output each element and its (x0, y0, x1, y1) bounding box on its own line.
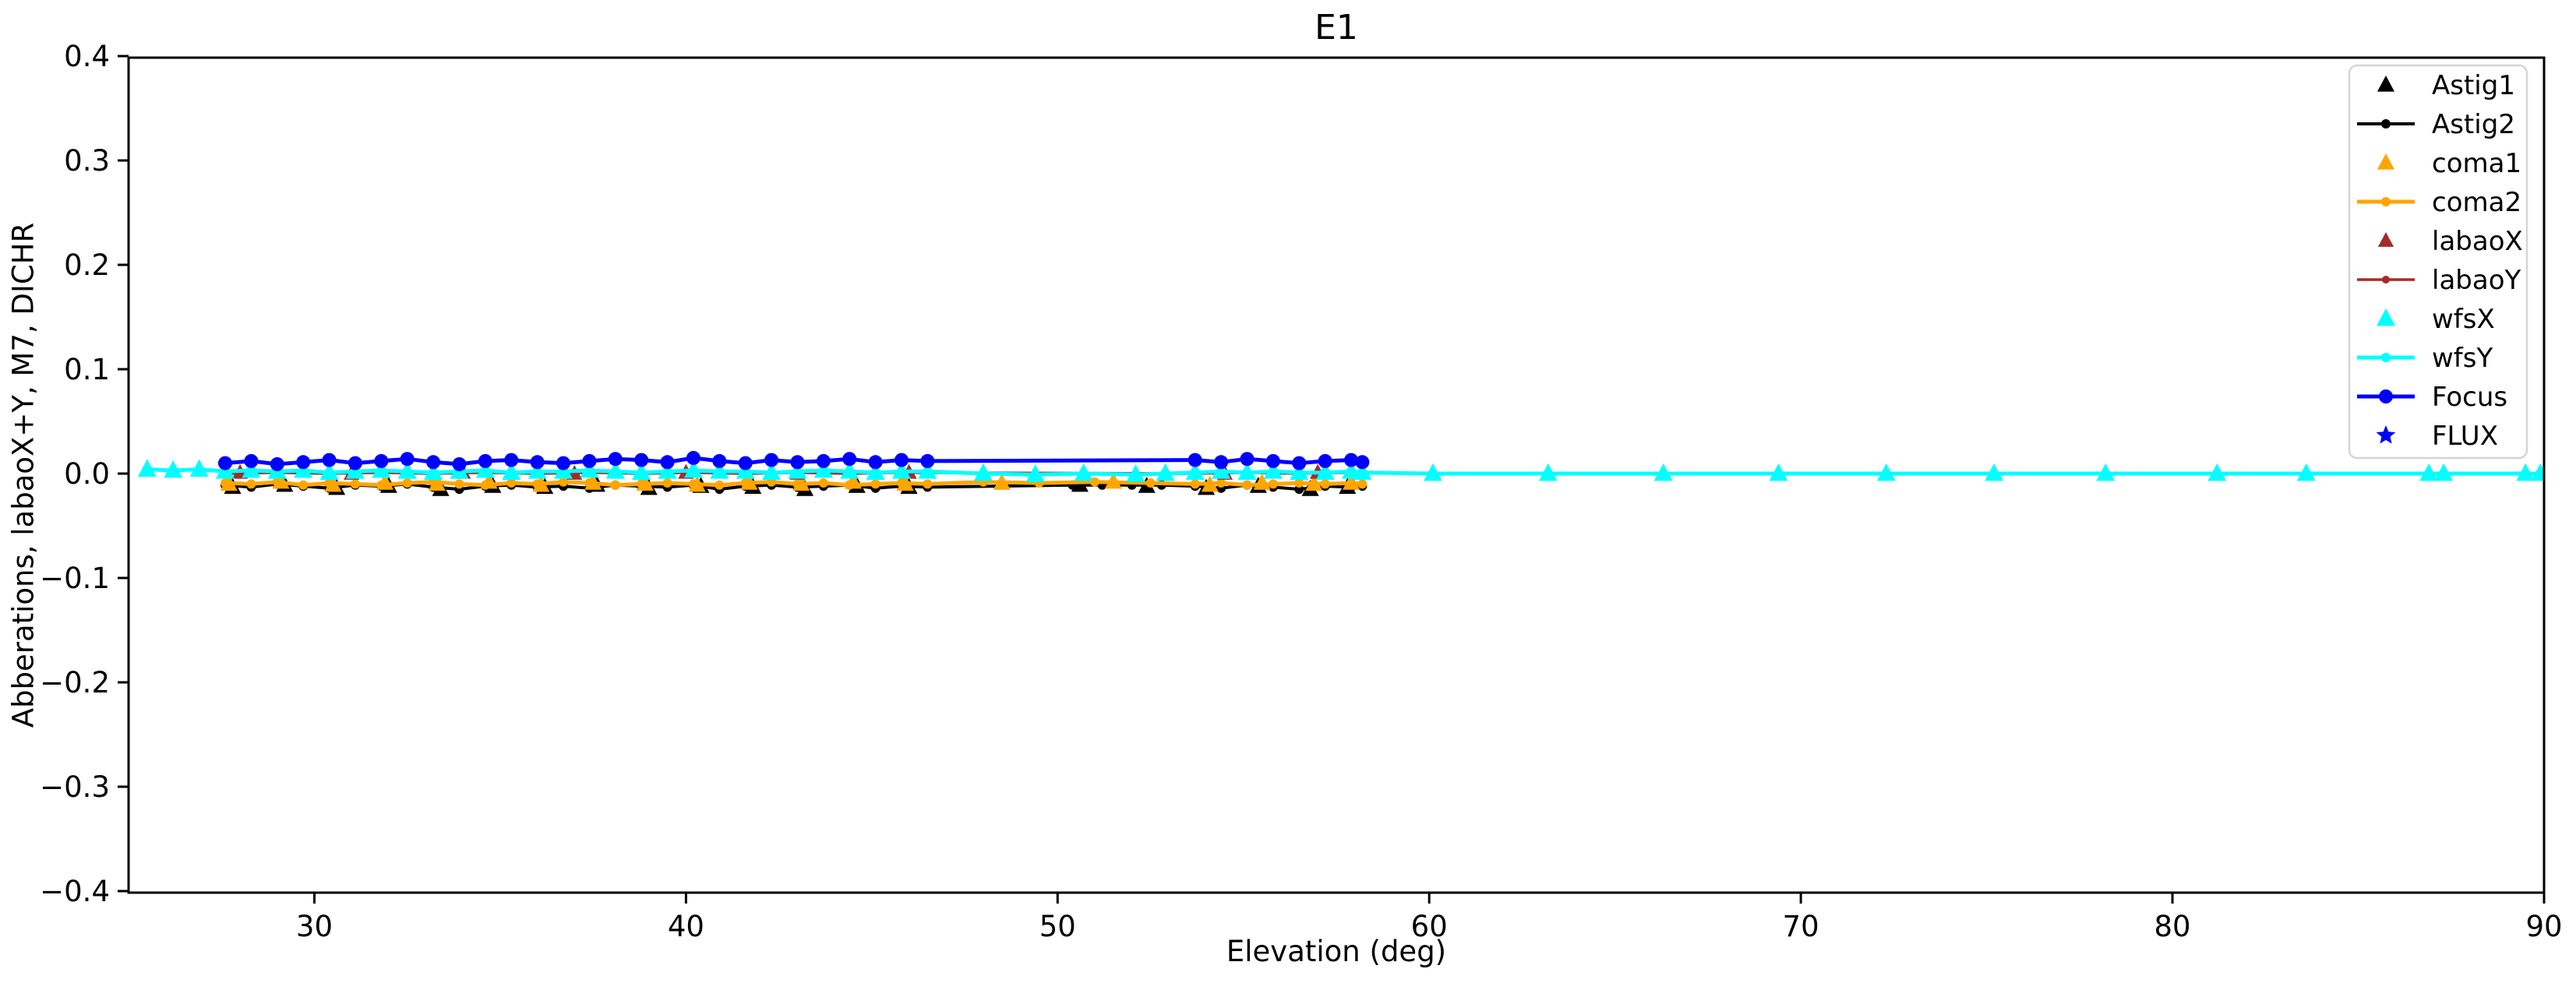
legend-box (2348, 64, 2528, 460)
legend-label: Astig1 (2432, 70, 2515, 101)
legend-label: coma2 (2432, 187, 2521, 218)
legend-item-Astig2: Astig2 (2357, 109, 2515, 140)
legend: Astig1 Astig2 coma1 coma2 labaoX labaoY wfsX wf… (2357, 70, 2523, 452)
x-tick-label: 40 (668, 910, 704, 943)
legend-item-coma2: coma2 (2357, 187, 2521, 218)
legend-item-labaoY: labaoY (2357, 265, 2521, 296)
axes-spines (127, 56, 2546, 894)
legend-item-Focus: Focus (2357, 382, 2507, 413)
x-tick-label: 30 (296, 910, 333, 943)
y-tick-label: 0.4 (64, 40, 110, 73)
y-tick-label: −0.4 (40, 875, 110, 908)
y-tick-label: 0.0 (64, 457, 110, 491)
legend-label: Focus (2432, 382, 2507, 413)
y-tick-label: −0.2 (40, 666, 110, 699)
legend-label: FLUX (2432, 421, 2498, 452)
legend-item-Astig1: Astig1 (2377, 70, 2515, 101)
legend-item-labaoX: labaoX (2377, 226, 2523, 257)
legend-label: labaoY (2432, 265, 2521, 296)
x-tick-label: 90 (2525, 910, 2562, 943)
series-coma2 (221, 477, 1367, 490)
legend-item-wfsY: wfsY (2357, 343, 2493, 374)
x-tick-label: 80 (2154, 910, 2191, 943)
legend-label: labaoX (2432, 226, 2523, 257)
x-tick-label: 60 (1411, 910, 1448, 943)
legend-item-coma1: coma1 (2377, 148, 2521, 179)
x-tick-label: 50 (1039, 910, 1076, 943)
y-tick-label: −0.1 (40, 562, 110, 595)
legend-label: coma1 (2432, 148, 2521, 179)
legend-label: wfsY (2432, 343, 2493, 374)
series-wfsY (142, 464, 2544, 480)
legend-item-FLUX: FLUX (2376, 421, 2498, 452)
y-tick-label: 0.1 (64, 353, 110, 386)
series-Focus (218, 450, 1370, 471)
y-tick-label: 0.3 (64, 144, 110, 178)
y-axis-label: Abberations, labaoX+Y, M7, DICHR (6, 222, 41, 728)
series-line-coma2 (223, 480, 1364, 488)
series-layer (137, 450, 2544, 496)
x-axis-label: Elevation (deg) (1226, 935, 1447, 968)
legend-item-wfsX: wfsX (2377, 304, 2495, 335)
chart-title: E1 (1314, 8, 1358, 48)
x-tick-label: 70 (1783, 910, 1819, 943)
legend-label: wfsX (2432, 304, 2495, 335)
legend-label: Astig2 (2432, 109, 2515, 140)
y-tick-label: 0.2 (64, 248, 110, 282)
y-tick-label: −0.3 (40, 770, 110, 804)
